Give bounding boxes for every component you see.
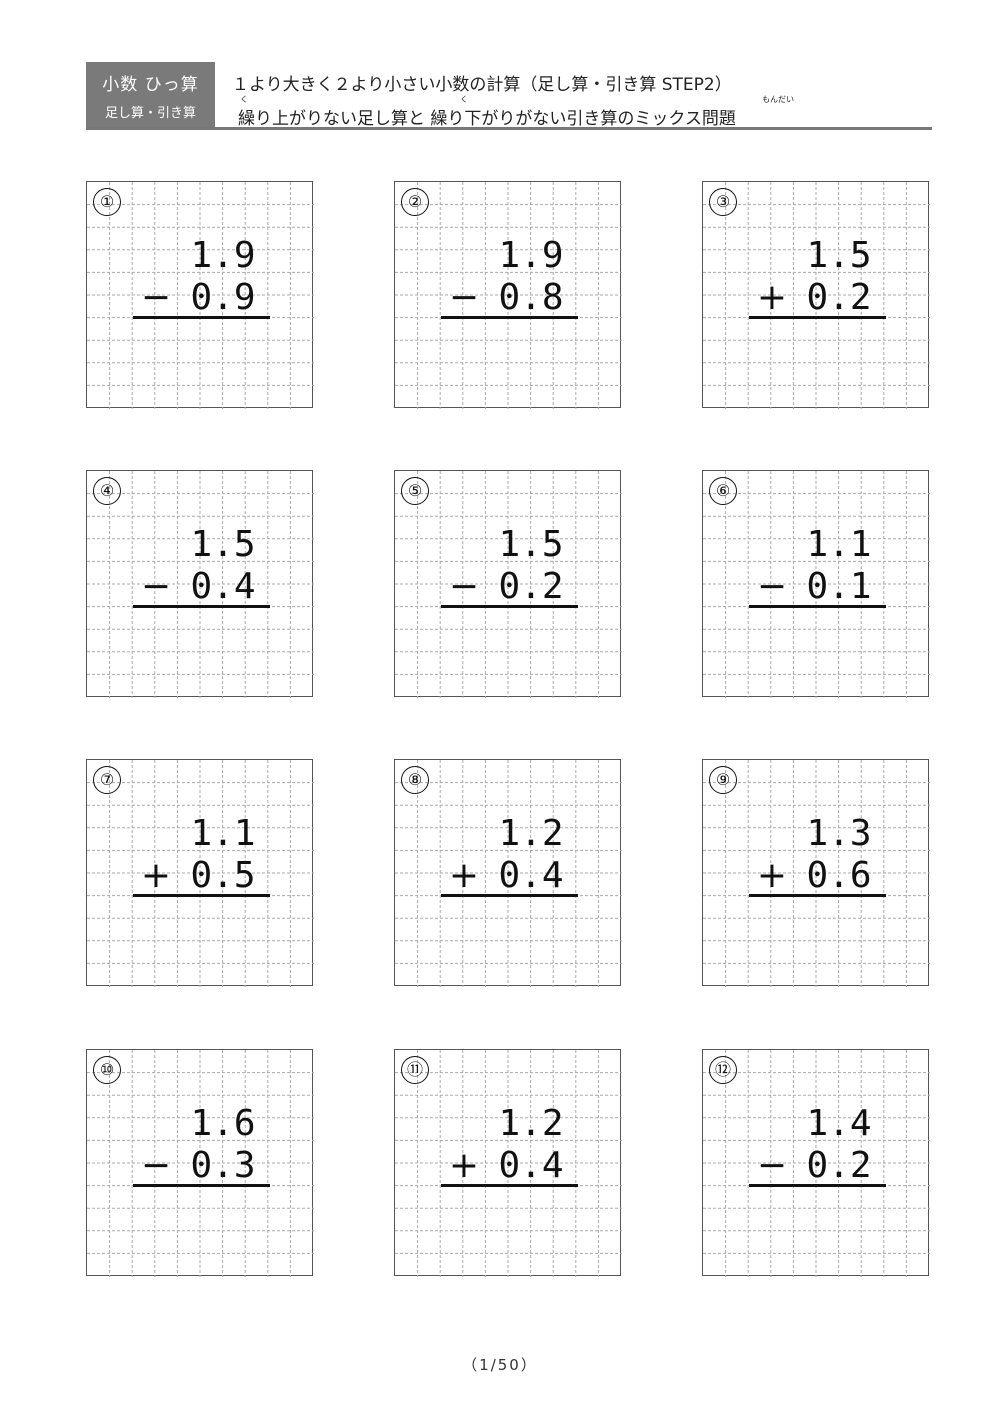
problem-number: ⑧ [401, 766, 429, 794]
answer-line [749, 605, 886, 608]
problem-number: ⑥ [709, 477, 737, 505]
top-operand: 1.1 [190, 813, 256, 854]
bottom-operand: 0.4 [190, 566, 256, 607]
worksheet-subtitle: 繰り上がりない足し算と 繰り下がりがない引き算のミックス問題 [238, 109, 736, 129]
bottom-operand: 0.4 [498, 855, 564, 896]
grid-lines [87, 760, 314, 987]
operator: + [448, 855, 480, 896]
operator: − [140, 277, 172, 318]
grid-lines [703, 760, 930, 987]
bottom-operand: 0.8 [498, 277, 564, 318]
top-operand: 1.6 [190, 1103, 256, 1144]
answer-line [133, 316, 270, 319]
top-operand: 1.2 [498, 1103, 564, 1144]
problem-number: ① [93, 188, 121, 216]
operator: + [756, 855, 788, 896]
grid-lines [703, 471, 930, 698]
answer-line [749, 894, 886, 897]
worksheet-title: １より大きく２より小さい小数の計算（足し算・引き算 STEP2） [232, 75, 732, 95]
grid-lines [395, 471, 622, 698]
problem-number: ② [401, 188, 429, 216]
bottom-operand: 0.3 [190, 1145, 256, 1186]
grid-lines [703, 1050, 930, 1277]
grid-lines [395, 760, 622, 987]
problem-box: ④ 1.5−0.4 [86, 470, 314, 698]
bottom-operand: 0.2 [498, 566, 564, 607]
bottom-operand: 0.1 [806, 566, 872, 607]
problem-box: ⑪ 1.2 +0.4 [394, 1049, 622, 1277]
problem-box: ⑫ 1.4−0.2 [702, 1049, 930, 1277]
header-divider [86, 127, 932, 130]
grid-lines [87, 1050, 314, 1277]
answer-line [133, 1184, 270, 1187]
problem-box: ① 1.9−0.9 [86, 181, 314, 409]
problem-box: ⑥ 1.1−0.1 [702, 470, 930, 698]
grid-lines [87, 471, 314, 698]
problem-box: ② 1.9−0.8 [394, 181, 622, 409]
operator: + [140, 855, 172, 896]
answer-line [441, 894, 578, 897]
operator: − [140, 566, 172, 607]
operator: − [448, 277, 480, 318]
bottom-operand: 0.9 [190, 277, 256, 318]
answer-line [749, 316, 886, 319]
answer-line [133, 894, 270, 897]
grid-lines [395, 182, 622, 409]
problem-box: ⑩ 1.6−0.3 [86, 1049, 314, 1277]
operator: − [756, 566, 788, 607]
category-box: 小数 ひっ算 足し算・引き算 [86, 62, 215, 128]
answer-line [441, 1184, 578, 1187]
problem-number: ⑪ [401, 1056, 429, 1084]
problem-box: ⑨ 1.3 +0.6 [702, 759, 930, 987]
problem-box: ⑤ 1.5−0.2 [394, 470, 622, 698]
problem-box: ⑧ 1.2 +0.4 [394, 759, 622, 987]
top-operand: 1.1 [806, 524, 872, 565]
top-operand: 1.5 [498, 524, 564, 565]
grid-lines [87, 182, 314, 409]
bottom-operand: 0.4 [498, 1145, 564, 1186]
answer-line [749, 1184, 886, 1187]
problem-number: ⑤ [401, 477, 429, 505]
top-operand: 1.9 [190, 235, 256, 276]
top-operand: 1.5 [190, 524, 256, 565]
ruby-reading: もんだい [762, 95, 794, 104]
top-operand: 1.2 [498, 813, 564, 854]
bottom-operand: 0.2 [806, 1145, 872, 1186]
problem-number: ⑦ [93, 766, 121, 794]
top-operand: 1.4 [806, 1103, 872, 1144]
ruby-reading: く [240, 95, 248, 104]
top-operand: 1.5 [806, 235, 872, 276]
operator: + [448, 1145, 480, 1186]
top-operand: 1.9 [498, 235, 564, 276]
problem-number: ③ [709, 188, 737, 216]
answer-line [441, 605, 578, 608]
grid-lines [703, 182, 930, 409]
problem-box: ⑦ 1.1 +0.5 [86, 759, 314, 987]
subcategory-label: 足し算・引き算 [104, 106, 196, 121]
page-number: （1/50） [462, 1356, 538, 1374]
problem-number: ⑩ [93, 1056, 121, 1084]
category-label: 小数 ひっ算 [102, 75, 199, 95]
problem-number: ⑨ [709, 766, 737, 794]
operator: + [756, 277, 788, 318]
bottom-operand: 0.2 [806, 277, 872, 318]
answer-line [133, 605, 270, 608]
operator: − [448, 566, 480, 607]
bottom-operand: 0.6 [806, 855, 872, 896]
answer-line [441, 316, 578, 319]
operator: − [140, 1145, 172, 1186]
grid-lines [395, 1050, 622, 1277]
bottom-operand: 0.5 [190, 855, 256, 896]
problem-box: ③ 1.5 +0.2 [702, 181, 930, 409]
problem-number: ④ [93, 477, 121, 505]
top-operand: 1.3 [806, 813, 872, 854]
problem-number: ⑫ [709, 1056, 737, 1084]
ruby-reading: く [460, 95, 468, 104]
operator: − [756, 1145, 788, 1186]
